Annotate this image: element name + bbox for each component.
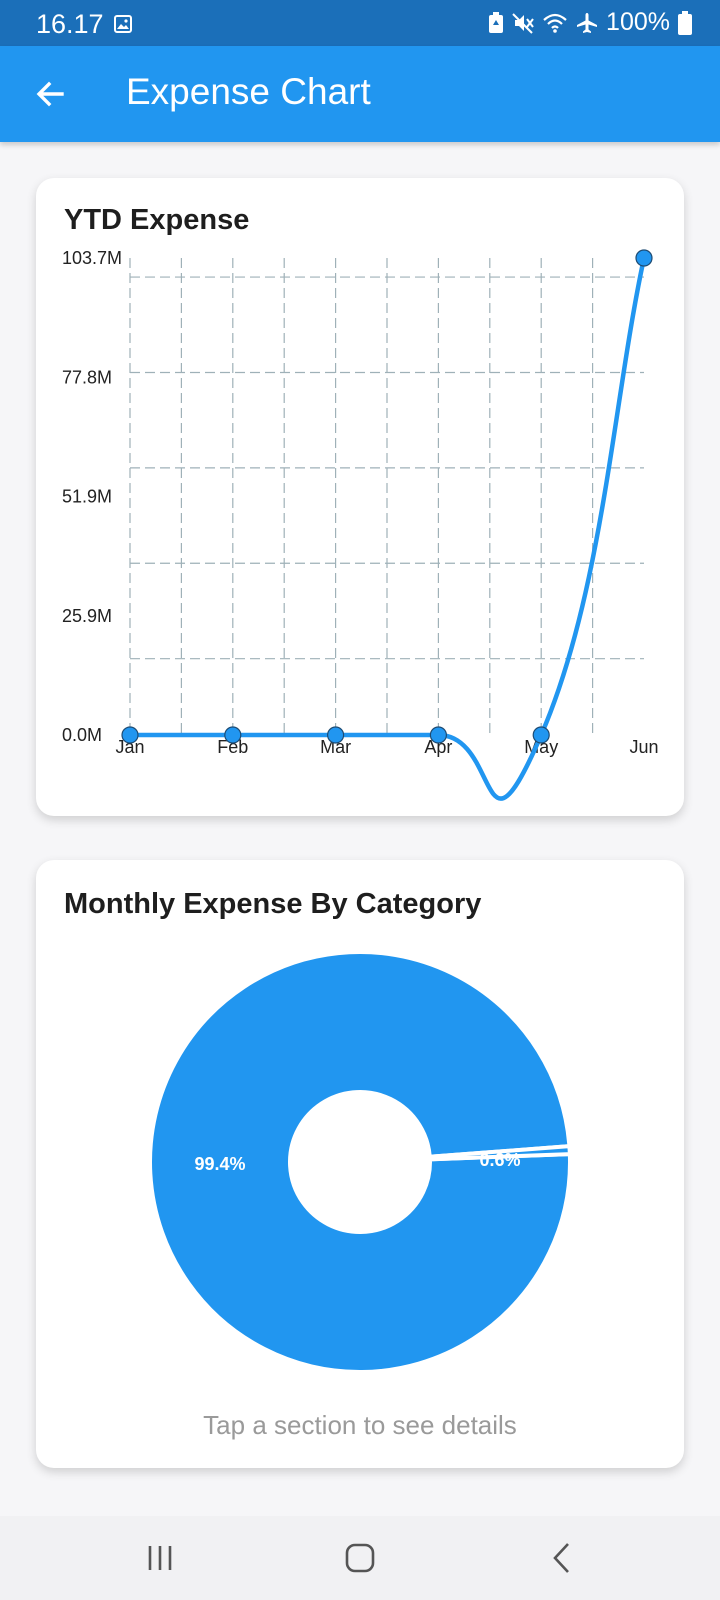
battery-percent: 100%: [606, 8, 670, 36]
recent-apps-button[interactable]: [130, 1534, 190, 1582]
x-tick-label: Apr: [424, 737, 452, 757]
x-tick-label: Mar: [320, 737, 351, 757]
home-button[interactable]: [330, 1534, 390, 1582]
data-point: [224, 726, 242, 744]
gallery-icon: [114, 15, 132, 33]
y-tick-label: 51.9M: [62, 487, 112, 507]
y-tick-label: 103.7M: [62, 248, 122, 268]
y-tick-label: 0.0M: [62, 725, 102, 745]
monthly-expense-card: Monthly Expense By Category 99.4% 0.6% Ta…: [36, 860, 684, 1468]
airplane-icon: [577, 12, 598, 33]
monthly-expense-title: Monthly Expense By Category: [64, 888, 482, 920]
status-icons: 100%: [488, 8, 692, 37]
y-tick-label: 25.9M: [62, 606, 112, 626]
back-icon: [553, 1543, 569, 1573]
category-donut-chart[interactable]: 99.4% 0.6%: [36, 860, 684, 1468]
slice-label: 0.6%: [479, 1150, 520, 1170]
recent-apps-icon: [148, 1546, 172, 1570]
battery-saver-icon: [489, 11, 504, 33]
arrow-back-icon: [36, 81, 64, 107]
series-line: [127, 255, 647, 801]
pie-slice: [148, 950, 572, 1375]
data-point: [121, 726, 139, 744]
battery-icon: [678, 10, 692, 35]
data-point: [532, 726, 550, 744]
y-tick-label: 77.8M: [62, 367, 112, 387]
status-time: 16.17: [36, 9, 104, 39]
data-point: [429, 726, 447, 744]
page-title: Expense Chart: [126, 71, 371, 112]
pie-slice: [427, 1144, 572, 1162]
status-bar: 16.17 100%: [0, 0, 720, 46]
tap-hint: Tap a section to see details: [203, 1410, 517, 1440]
slice-label: 99.4%: [194, 1154, 245, 1174]
ytd-expense-card: YTD Expense 0.0M 25.9M 51.9M 77.8M 103.7M Jan…: [36, 178, 684, 816]
data-point: [635, 249, 653, 267]
x-tick-label: Feb: [217, 737, 248, 757]
wifi-icon: [543, 13, 567, 33]
data-point: [327, 726, 345, 744]
navigation-bar: [0, 1516, 720, 1600]
back-button[interactable]: [26, 70, 74, 118]
x-tick-label: Jan: [115, 737, 144, 757]
system-back-button[interactable]: [532, 1534, 592, 1582]
x-tick-label: Jun: [629, 737, 658, 757]
mute-icon: [512, 12, 534, 34]
app-bar: Expense Chart: [0, 46, 720, 142]
home-icon: [345, 1543, 375, 1573]
ytd-expense-title: YTD Expense: [64, 204, 250, 236]
